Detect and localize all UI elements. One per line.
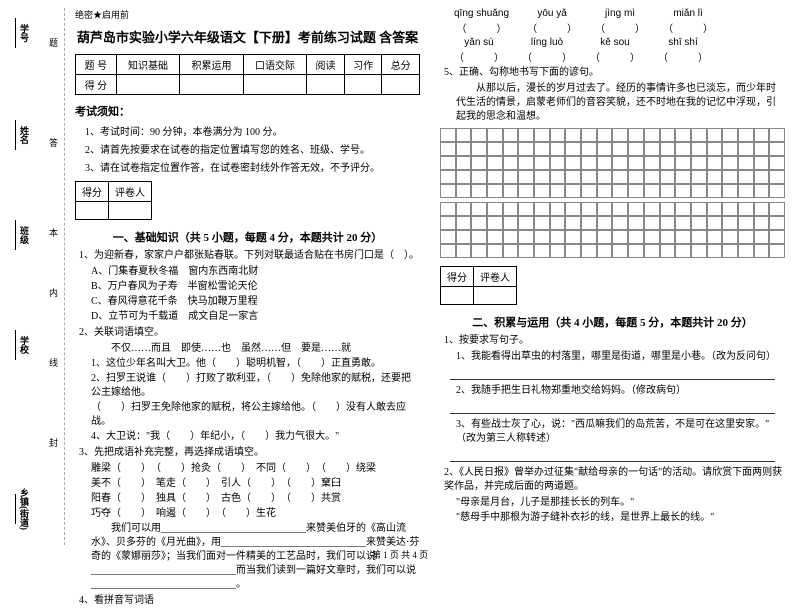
score-cell: [307, 75, 345, 95]
q1-option: A、门集春夏秋冬福 窗内东西南北财: [91, 265, 420, 279]
q1-option: D、立节可为千载道 成文自足一家言: [91, 310, 420, 324]
score-row-label: 得 分: [76, 75, 117, 95]
binding-label-id: 学号: [15, 16, 31, 50]
score-header: 总分: [382, 55, 420, 75]
pinyin-item: yōu yǎ（ ）: [527, 8, 577, 35]
question-3: 3、先把成语补充完整，再选择成语填空。: [79, 446, 420, 460]
notice-item: 3、请在试卷指定位置作答，在试卷密封线外作答无效，不予评分。: [85, 159, 420, 174]
score-table: 题 号 知识基础 积累运用 口语交际 阅读 习作 总分 得 分: [75, 54, 420, 95]
part1-title: 一、基础知识（共 5 小题，每题 4 分，本题共计 20 分）: [75, 229, 420, 245]
pinyin-item: qīng shuǎng（ ）: [454, 8, 509, 35]
pinyin-item: jìng mì（ ）: [595, 8, 645, 35]
binding-column: 学号 姓名 班级 学校 乡镇(街道) 题 答 本 内 线 封: [15, 8, 65, 545]
score-header: 知识基础: [116, 55, 179, 75]
p2q2-sub: "母亲是月台，儿子是那挂长长的列车。": [456, 496, 785, 510]
q3-row: 阳春（ ） 独具（ ） 古色（ ） （ ）共赏: [91, 492, 420, 506]
pinyin-item: yǎn sù（ ）: [454, 37, 504, 64]
q3-row: 巧夺（ ） 响遏（ ） （ ）生花: [91, 507, 420, 521]
pinyin-item: kě sou（ ）: [590, 37, 640, 64]
part2-title: 二、积累与运用（共 4 小题，每题 5 分，本题共计 20 分）: [440, 314, 785, 330]
seal-text: 内: [47, 288, 60, 297]
question-1: 1、为迎新春，家家户户都张贴春联。下列对联最适合贴在书房门口是（ ）。: [79, 249, 420, 263]
page-number: 第 1 页 共 4 页: [0, 548, 800, 561]
scorebox-cell: [474, 287, 517, 305]
answer-line: [450, 368, 775, 380]
notice-item: 2、请首先按要求在试卷的指定位置填写您的姓名、班级、学号。: [85, 141, 420, 156]
left-column: 绝密★启用前 葫芦岛市实验小学六年级语文【下册】考前练习试题 含答案 题 号 知…: [75, 8, 420, 545]
scorebox-cell: [441, 287, 474, 305]
q1-option: B、万户春风为子寿 半窗松雪论天伦: [91, 280, 420, 294]
score-cell: [180, 75, 243, 95]
binding-label-class: 班级: [15, 218, 31, 252]
question-4: 4、看拼音写词语: [79, 594, 420, 608]
q1-option: C、春风得意花千条 快马加鞭万里程: [91, 295, 420, 309]
question-2: 2、关联词语填空。: [79, 326, 420, 340]
scorebox-label: 评卷人: [474, 267, 517, 287]
main-content: 绝密★启用前 葫芦岛市实验小学六年级语文【下册】考前练习试题 含答案 题 号 知…: [65, 8, 785, 545]
writing-grid: [440, 128, 785, 198]
q2-line: 不仅……而且 即使……也 虽然……但 要是……就: [91, 342, 420, 356]
question-5: 5、正确、勾称地书写下面的谚句。: [444, 66, 785, 80]
answer-line: [450, 402, 775, 414]
notice-item: 1、考试时间：90 分钟，本卷满分为 100 分。: [85, 123, 420, 138]
seal-text: 题: [47, 38, 60, 47]
q2-sub: 2、扫罗王说谁（ ）打败了歌利亚，（ ）免除他家的赋税，还要把公主嫁给他。: [91, 372, 420, 400]
q2-sub: 1、这位少年名叫大卫。他（ ）聪明机智，（ ）正直勇敢。: [91, 357, 420, 371]
writing-grid: [440, 202, 785, 258]
answer-line: [450, 450, 775, 462]
score-cell: [243, 75, 306, 95]
score-cell: [344, 75, 382, 95]
p2q1-sub: 2、我随手把生日礼物郑重地交给妈妈。（修改病句）: [456, 384, 785, 398]
p2-question-1: 1、按要求写句子。: [444, 334, 785, 348]
scorebox-label: 得分: [441, 267, 474, 287]
q3-row: 美不（ ） 笔走（ ） 引人（ ） （ ）窠臼: [91, 477, 420, 491]
part-scorebox: 得分评卷人: [440, 266, 517, 305]
scorebox-label: 评卷人: [109, 182, 152, 202]
q5-text: 从那以后，漫长的岁月过去了。经历的事情许多也已淡忘，而少年时代生活的情景，启蒙老…: [456, 82, 785, 124]
binding-label-town: 乡镇(街道): [15, 488, 31, 530]
seal-text: 答: [47, 138, 60, 147]
score-header: 积累运用: [180, 55, 243, 75]
part-scorebox: 得分评卷人: [75, 181, 152, 220]
notice-head: 考试须知：: [75, 103, 420, 119]
seal-text: 本: [47, 228, 60, 237]
pinyin-row: qīng shuǎng（ ） yōu yǎ（ ） jìng mì（ ） miǎn…: [454, 8, 785, 35]
binding-label-school: 学校: [15, 328, 31, 362]
score-cell: [382, 75, 420, 95]
q2-sub: 4、大卫说："我（ ）年纪小，（ ）我力气很大。": [91, 430, 420, 444]
pinyin-item: líng luò（ ）: [522, 37, 572, 64]
score-header: 习作: [344, 55, 382, 75]
secret-label: 绝密★启用前: [75, 8, 420, 21]
p2q1-sub: 1、我能看得出草虫的村落里，哪里是街道，哪里是小巷。（改为反问句）: [456, 350, 785, 364]
pinyin-row: yǎn sù（ ） líng luò（ ） kě sou（ ） shī shí（…: [454, 37, 785, 64]
p2-question-2: 2、《人民日报》曾举办过征集"献给母亲的一句话"的活动。请欣赏下面两则获奖作品，…: [444, 466, 785, 494]
binding-label-name: 姓名: [15, 118, 31, 152]
scorebox-cell: [109, 202, 152, 220]
right-column: qīng shuǎng（ ） yōu yǎ（ ） jìng mì（ ） miǎn…: [440, 8, 785, 545]
score-cell: [116, 75, 179, 95]
scorebox-label: 得分: [76, 182, 109, 202]
seal-text: 封: [47, 438, 60, 447]
p2q2-sub: "慈母手中那根为游子缝补衣衫的线，是世界上最长的线。": [456, 511, 785, 525]
score-header: 口语交际: [243, 55, 306, 75]
scorebox-cell: [76, 202, 109, 220]
pinyin-item: shī shí（ ）: [658, 37, 708, 64]
q2-sub: （ ）扫罗王免除他家的赋税，将公主嫁给他。（ ）没有人敢去应战。: [91, 401, 420, 429]
score-header: 阅读: [307, 55, 345, 75]
seal-text: 线: [47, 358, 60, 367]
pinyin-item: miǎn lì（ ）: [663, 8, 713, 35]
score-header: 题 号: [76, 55, 117, 75]
exam-title: 葫芦岛市实验小学六年级语文【下册】考前练习试题 含答案: [75, 27, 420, 46]
q3-row: 雕梁（ ） （ ）抢灸（ ） 不同（ ） （ ）绕梁: [91, 462, 420, 476]
p2q1-sub: 3、有些战士灰了心，说："西瓜嘛我们的岛荒苦，不是可在这里安家。" （改为第三人…: [456, 418, 785, 446]
